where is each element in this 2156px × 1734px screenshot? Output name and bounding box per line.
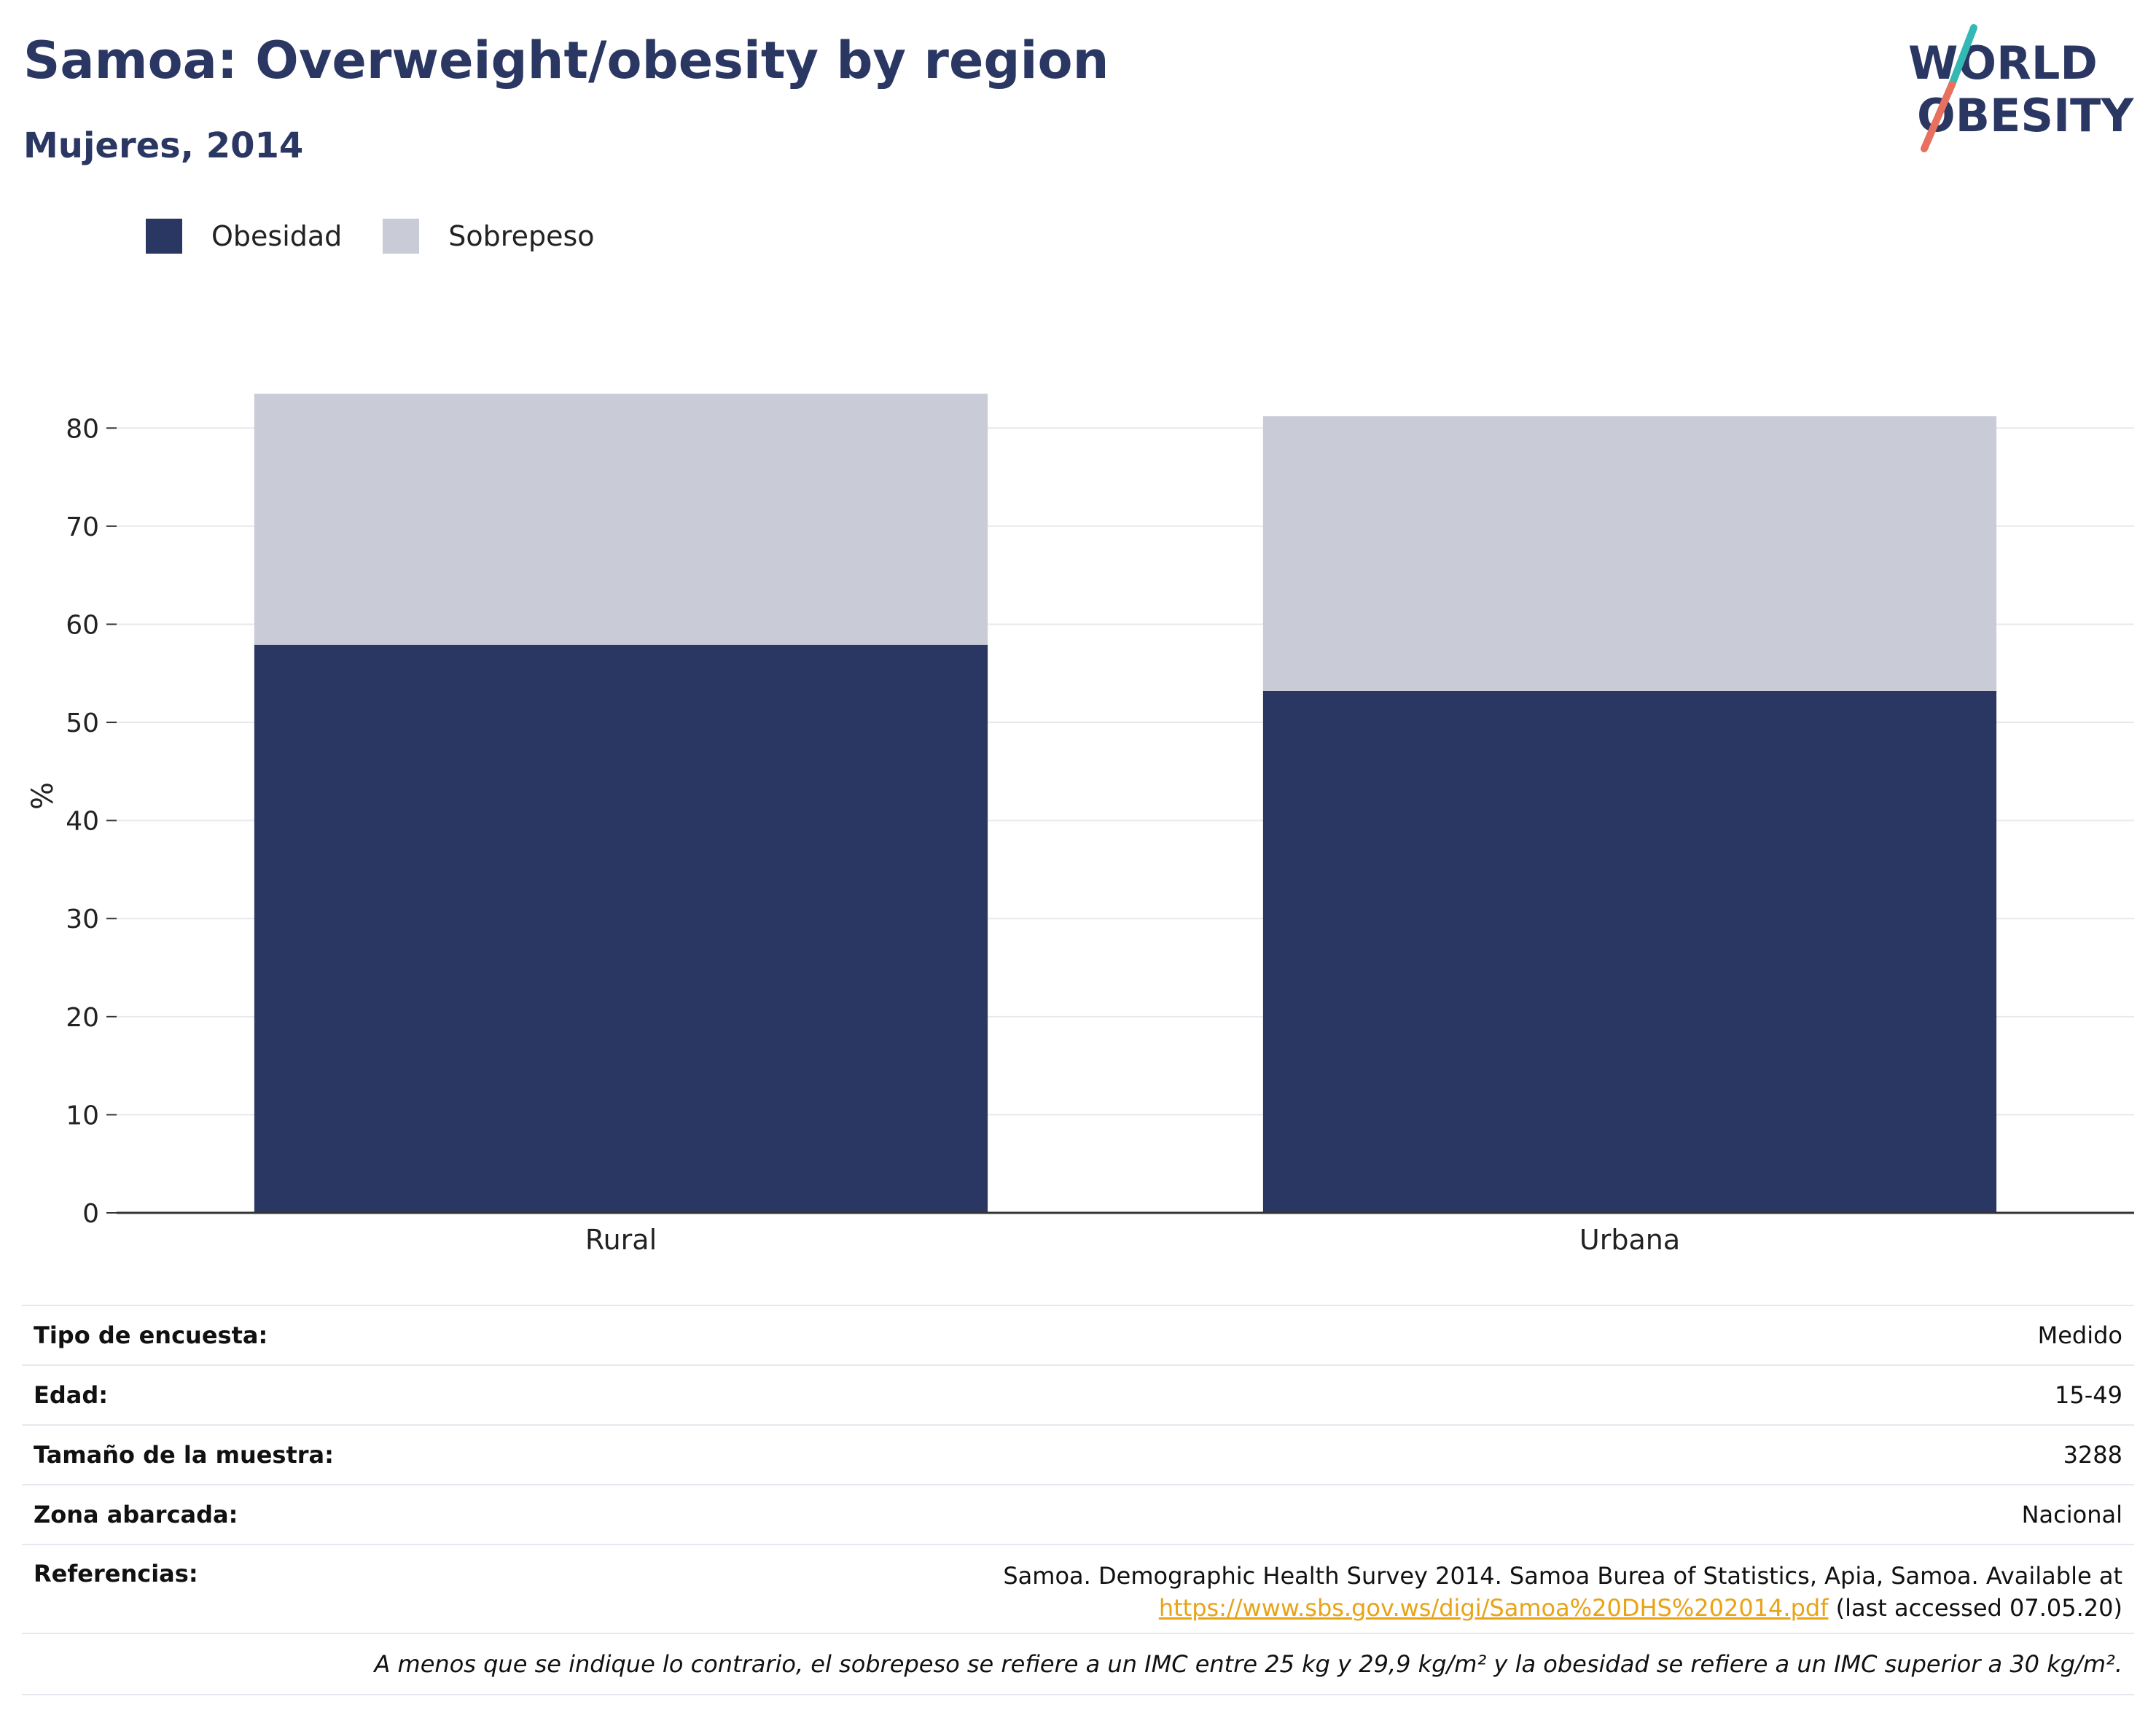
legend-item-overweight: Sobrepeso: [383, 219, 595, 254]
chart-subtitle: Mujeres, 2014: [23, 125, 304, 166]
legend-label-overweight: Sobrepeso: [448, 220, 595, 252]
legend: Obesidad Sobrepeso: [146, 217, 636, 255]
y-tick-label-60: 60: [66, 610, 99, 640]
info-row-references: Referencias: Samoa. Demographic Health S…: [22, 1545, 2134, 1634]
logo-slash-coral: [1921, 81, 1956, 152]
sample-label: Tamaño de la muestra:: [34, 1441, 334, 1469]
info-row-sample: Tamaño de la muestra: 3288: [22, 1426, 2134, 1485]
y-tick-label-80: 80: [66, 414, 99, 444]
references-suffix: (last accessed 07.05.20): [1828, 1594, 2122, 1622]
survey-type-value: Medido: [2037, 1321, 2122, 1349]
references-link[interactable]: https://www.sbs.gov.ws/digi/Samoa%20DHS%…: [1158, 1594, 1829, 1622]
legend-label-obesity: Obesidad: [211, 220, 343, 252]
bar-urbana-obesidad: [1262, 690, 1997, 1213]
logo-line2: OBESITY: [1917, 89, 2134, 142]
definition-note: A menos que se indique lo contrario, el …: [374, 1650, 2122, 1678]
chart-title: Samoa: Overweight/obesity by region: [23, 31, 1109, 90]
y-tick-label-40: 40: [66, 807, 99, 837]
x-tick-label-urbana: Urbana: [1579, 1224, 1680, 1254]
y-tick-label-0: 0: [82, 1199, 99, 1229]
survey-type-label: Tipo de encuesta:: [34, 1321, 268, 1349]
legend-swatch-obesity: [146, 219, 182, 254]
logo-line1: WORLD: [1908, 36, 2098, 90]
survey-info-table: Tipo de encuesta: Medido Edad: 15-49 Tam…: [22, 1305, 2134, 1695]
age-value: 15-49: [2055, 1381, 2122, 1409]
y-tick-label-70: 70: [66, 512, 99, 542]
stacked-bar-chart: 0 10 20 30 40 50 60 70 80% Rural Urbana: [26, 394, 2134, 1254]
info-row-area: Zona abarcada: Nacional: [22, 1485, 2134, 1545]
y-tick-label-20: 20: [66, 1003, 99, 1033]
y-tick-label-10: 10: [66, 1101, 99, 1130]
world-obesity-logo: WORLD OBESITY: [1908, 24, 2134, 152]
area-value: Nacional: [2021, 1501, 2122, 1528]
legend-swatch-overweight: [383, 219, 420, 254]
logo-slash-teal: [1948, 24, 1977, 88]
y-tick-label-30: 30: [66, 905, 99, 934]
y-axis-label: %: [26, 782, 60, 810]
area-label: Zona abarcada:: [34, 1501, 238, 1528]
info-row-age: Edad: 15-49: [22, 1366, 2134, 1426]
age-label: Edad:: [34, 1381, 109, 1409]
references-text: Samoa. Demographic Health Survey 2014. S…: [1003, 1562, 2122, 1590]
references-value: Samoa. Demographic Health Survey 2014. S…: [1003, 1560, 2122, 1624]
bar-urbana-sobrepeso: [1262, 416, 1997, 691]
legend-item-obesity: Obesidad: [146, 219, 342, 254]
x-tick-label-rural: Rural: [585, 1224, 657, 1254]
sample-value: 3288: [2063, 1441, 2122, 1469]
references-label: Referencias:: [34, 1560, 198, 1587]
info-row-survey-type: Tipo de encuesta: Medido: [22, 1306, 2134, 1366]
info-row-note: A menos que se indique lo contrario, el …: [22, 1634, 2134, 1695]
bar-rural-obesidad: [254, 644, 988, 1213]
bar-rural-sobrepeso: [254, 394, 988, 645]
y-tick-label-50: 50: [66, 708, 99, 738]
